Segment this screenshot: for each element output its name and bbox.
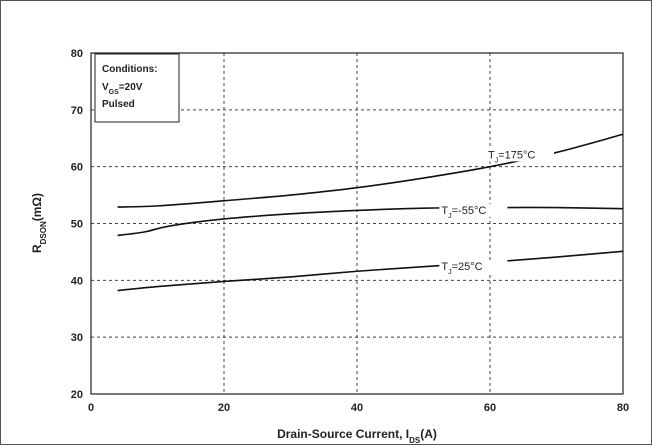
tick-labels: 0 20 40 60 80 20 30 40 50 60 70 80 (71, 48, 629, 414)
x-tick-label: 60 (484, 402, 496, 414)
plot-border (90, 52, 624, 395)
series-line-0 (117, 133, 624, 208)
conditions-vgs: VGS=20V (102, 82, 143, 96)
series-label-0: TJ=175°C (488, 149, 535, 164)
y-tick-label: 20 (71, 389, 83, 401)
y-tick-label: 40 (71, 275, 83, 287)
x-tick-label: 40 (351, 402, 363, 414)
series-label-bg (439, 259, 508, 273)
conditions-title: Conditions: (102, 64, 158, 75)
x-tick-label: 80 (617, 402, 629, 414)
series-labels: TJ=175°C TJ=-55°C TJ=25°C (439, 148, 554, 275)
series-line-2 (117, 250, 624, 292)
series-label-bg (485, 148, 554, 162)
series-label-bg (439, 203, 508, 217)
series-label-1: TJ=-55°C (441, 205, 486, 220)
y-axis-title: RDSON(mΩ) (30, 193, 48, 253)
grid (91, 53, 623, 394)
x-tick-label: 20 (218, 402, 230, 414)
series-label-2: TJ=25°C (441, 261, 482, 276)
x-axis-title: Drain-Source Current, IDS(A) (277, 427, 437, 445)
y-tick-label: 80 (71, 48, 83, 60)
y-tick-label: 60 (71, 162, 83, 174)
x-tick-label: 0 (88, 402, 94, 414)
conditions-box: Conditions: VGS=20V Pulsed (94, 53, 180, 123)
y-tick-label: 50 (71, 219, 83, 231)
y-tick-label: 30 (71, 332, 83, 344)
conditions-pulsed: Pulsed (102, 99, 135, 110)
series-line-1 (117, 206, 624, 237)
y-tick-label: 70 (71, 105, 83, 117)
